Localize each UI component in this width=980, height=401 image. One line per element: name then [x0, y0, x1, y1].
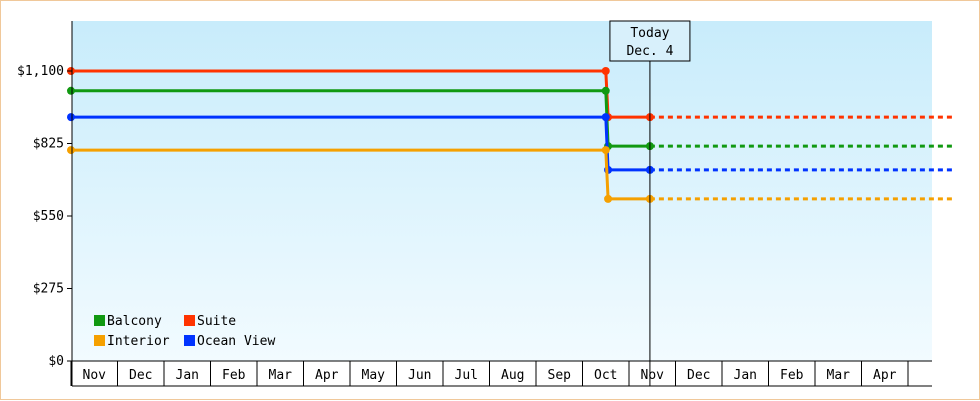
- data-point-suite: [601, 67, 610, 75]
- x-tick-label: Jan: [734, 368, 757, 383]
- x-tick-label: Nov: [641, 368, 665, 383]
- legend-swatch-ocean-view: [184, 335, 195, 346]
- y-tick-label: $825: [33, 137, 64, 152]
- x-tick-label: Nov: [83, 368, 107, 383]
- y-tick-label: $275: [33, 282, 64, 297]
- x-tick-label: Apr: [315, 368, 339, 383]
- x-tick-label: Jul: [455, 368, 478, 383]
- x-tick-label: Apr: [873, 368, 897, 383]
- y-tick-label: $550: [33, 209, 64, 224]
- today-label: Today: [630, 26, 669, 41]
- x-tick-label: Mar: [269, 368, 293, 383]
- x-tick-label: Feb: [222, 368, 246, 383]
- x-tick-label: Dec: [687, 368, 710, 383]
- legend-label-ocean-view: Ocean View: [197, 334, 275, 349]
- plot-background: [72, 21, 932, 361]
- legend-swatch-suite: [184, 315, 195, 326]
- data-point-balcony: [601, 86, 610, 95]
- x-tick-label: Sep: [548, 368, 572, 383]
- x-tick-label: Jan: [176, 368, 199, 383]
- x-tick-label: Mar: [827, 368, 851, 383]
- x-tick-label: Feb: [780, 368, 804, 383]
- data-point-interior: [67, 146, 75, 155]
- legend-label-suite: Suite: [197, 314, 236, 329]
- data-point-interior: [604, 194, 613, 203]
- y-tick-label: $1,100: [17, 64, 64, 79]
- legend-label-balcony: Balcony: [107, 314, 162, 329]
- series-line-interior: [71, 148, 650, 201]
- x-tick-label: Jun: [408, 368, 431, 383]
- data-point-ocean-view: [601, 113, 610, 122]
- today-box: [609, 20, 691, 62]
- data-point-ocean-view: [67, 113, 75, 122]
- data-point-interior: [601, 146, 610, 155]
- legend-label-interior: Interior: [107, 334, 170, 349]
- x-tick-label: Dec: [129, 368, 152, 383]
- today-date-label: Dec. 4: [626, 44, 673, 59]
- legend-swatch-balcony: [94, 315, 105, 326]
- legend-swatch-interior: [94, 335, 105, 346]
- x-tick-label: May: [362, 368, 386, 383]
- y-tick-label: $0: [48, 354, 64, 369]
- x-tick-label: Oct: [594, 368, 617, 383]
- x-tick-label: Aug: [501, 368, 524, 383]
- data-point-balcony: [67, 86, 75, 95]
- series-line-ocean-view: [71, 115, 650, 172]
